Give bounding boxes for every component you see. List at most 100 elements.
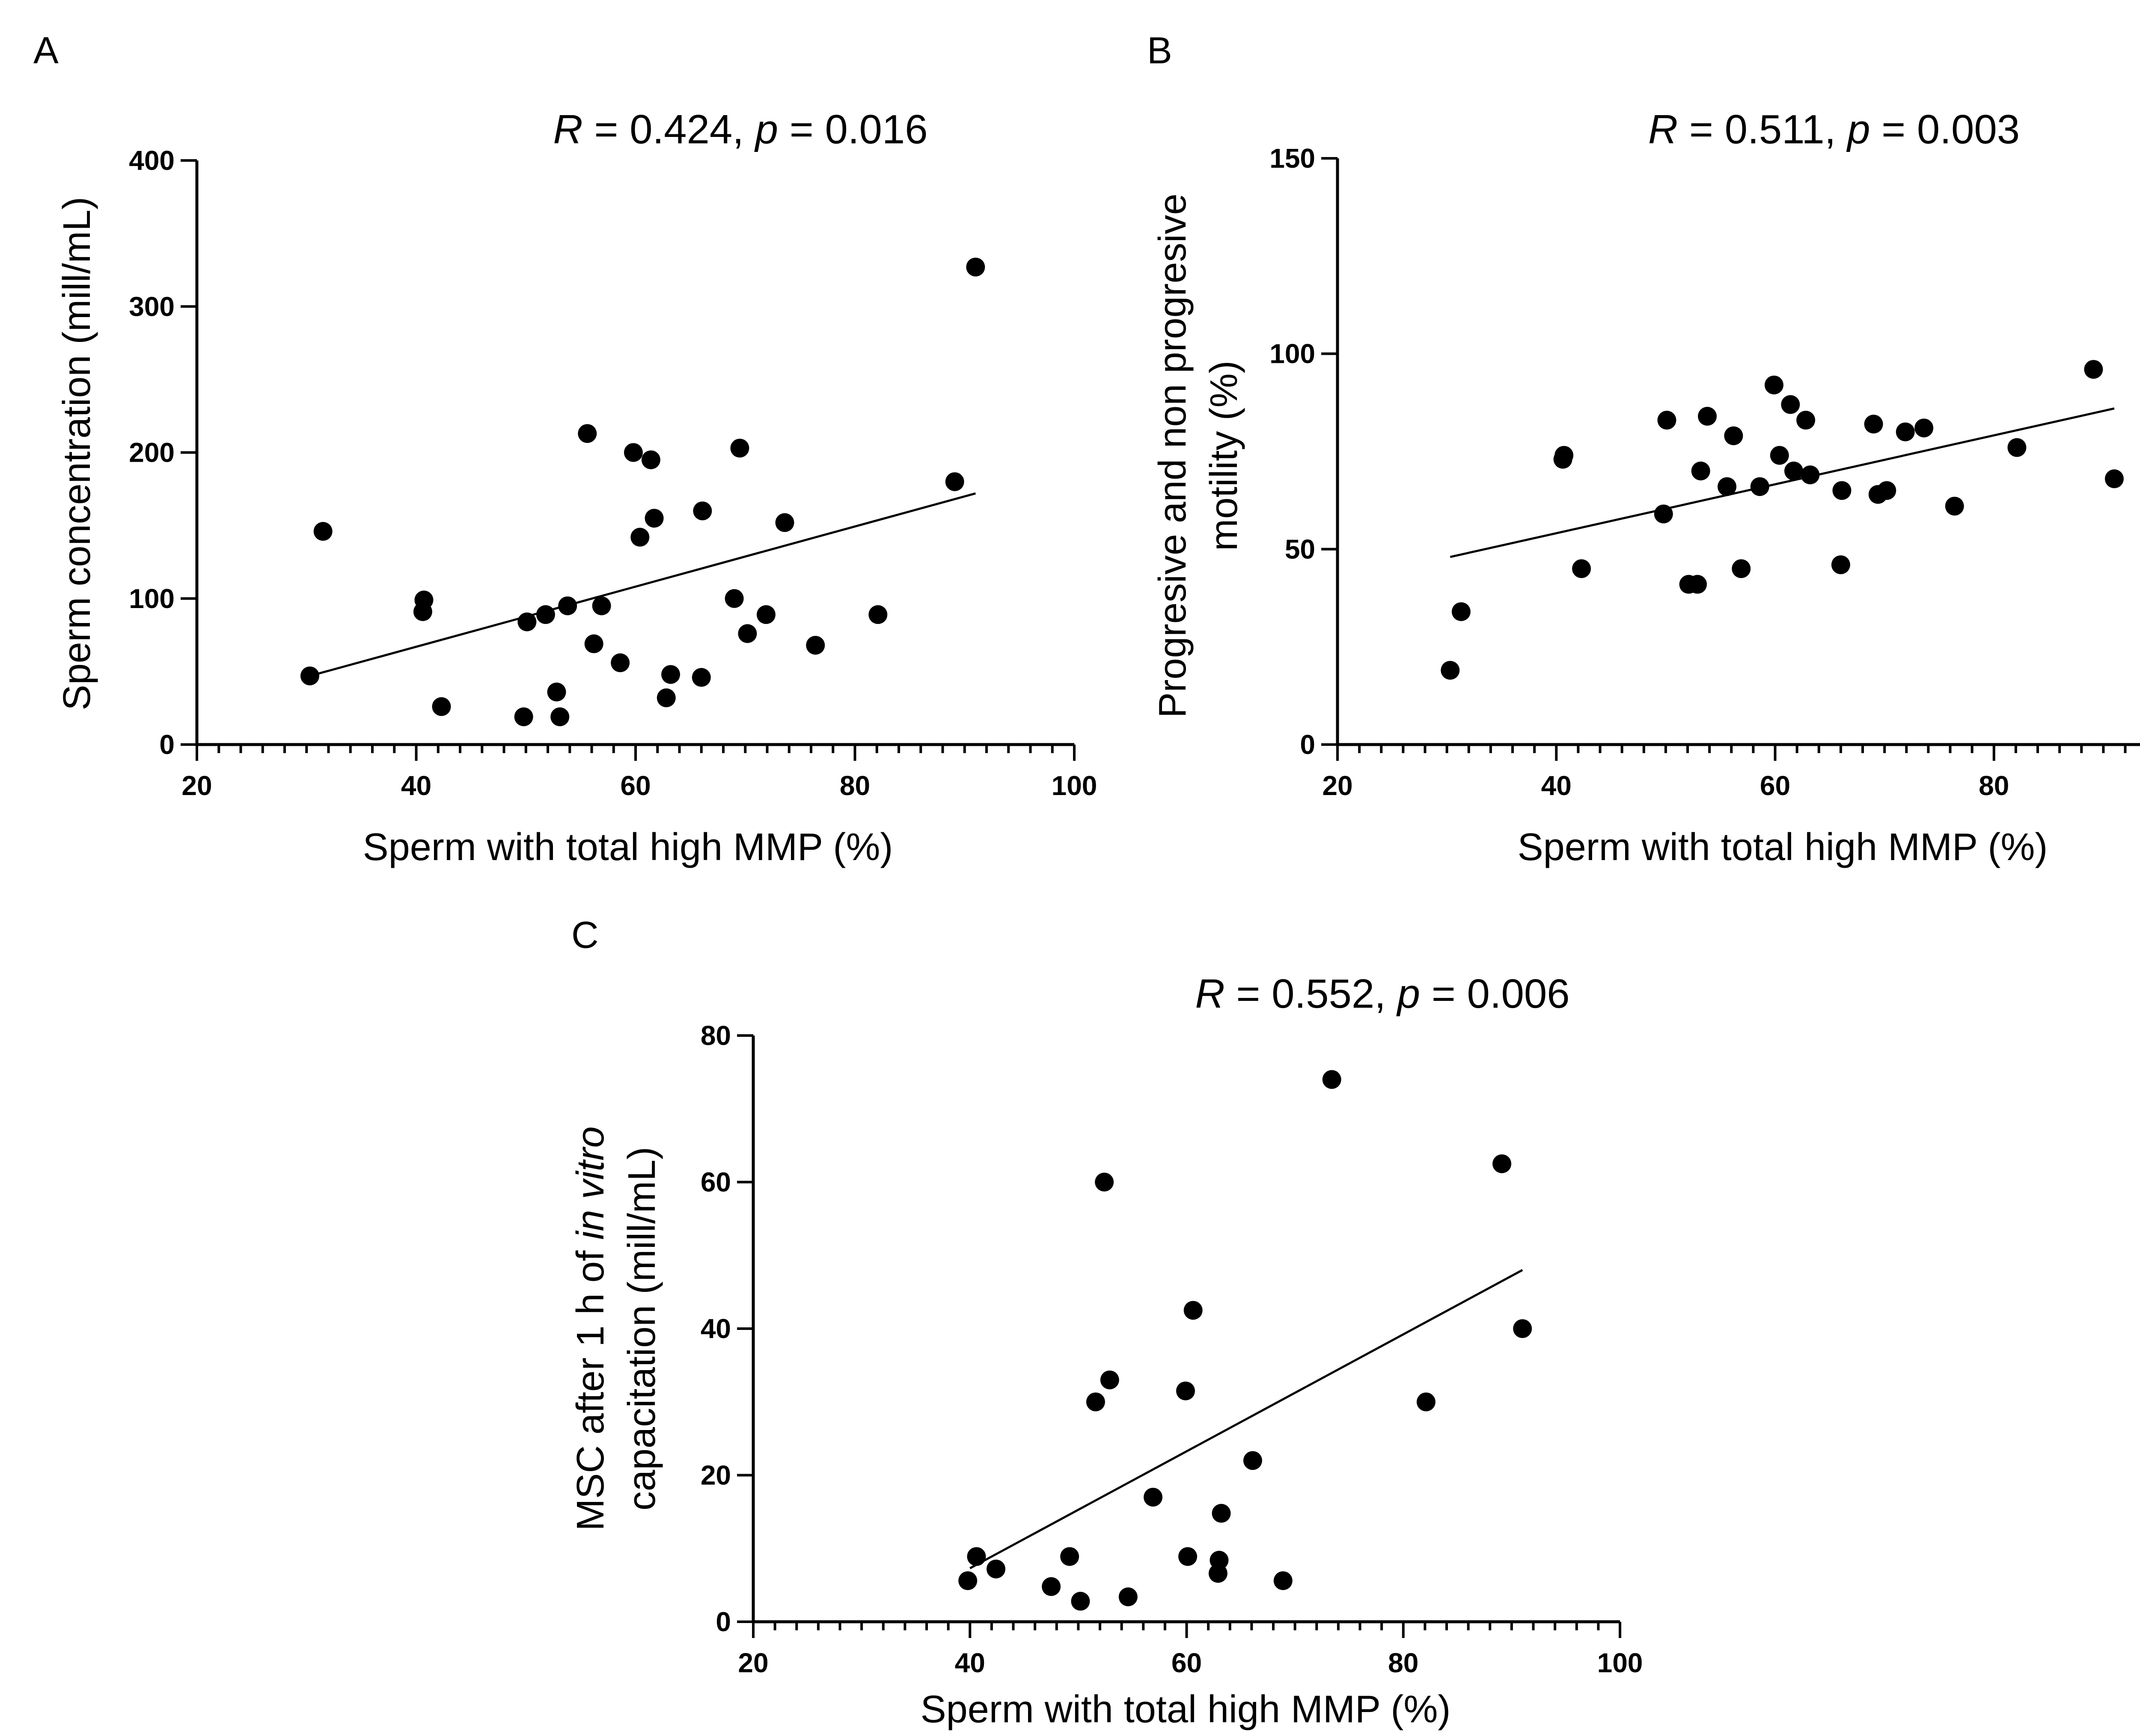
panel-c-x-tick-label: 40 bbox=[955, 1647, 985, 1678]
panel-b-y-tick-label: 0 bbox=[1300, 729, 1315, 760]
panel-b-data-point bbox=[1764, 375, 1783, 395]
panel-c-data-point bbox=[1176, 1381, 1195, 1401]
panel-a-y-axis-title: Sperm concentration (mill/mL) bbox=[56, 197, 98, 710]
panel-c-data-point bbox=[1144, 1487, 1163, 1507]
panel-b-data-point bbox=[1784, 461, 1803, 481]
panel-c-data-point bbox=[1060, 1547, 1079, 1566]
panel-c-x-tick-label: 100 bbox=[1597, 1647, 1643, 1678]
panel-b-data-point bbox=[2007, 438, 2027, 457]
panel-c-y-tick-label: 0 bbox=[716, 1606, 731, 1637]
panel-a-y-tick-label: 400 bbox=[129, 145, 175, 176]
panel-a-data-point bbox=[730, 439, 749, 458]
panel-b-y-axis-title-line2: motility (%) bbox=[1203, 361, 1245, 551]
panel-b-data-point bbox=[1691, 461, 1710, 481]
panel-b-x-tick-label: 40 bbox=[1541, 770, 1572, 801]
panel-b-data-point bbox=[1750, 477, 1769, 496]
panel-c-y-tick-label: 60 bbox=[701, 1167, 731, 1198]
panel-a-data-point bbox=[630, 528, 650, 547]
panel-c-y-axis-title-line1: MSC after 1 h of in vitro bbox=[569, 1126, 612, 1531]
panel-b-data-point bbox=[1877, 481, 1896, 500]
panel-a-data-point bbox=[756, 605, 776, 624]
panel-b-data-point bbox=[1832, 481, 1852, 500]
panel-b-letter: B bbox=[1147, 29, 1172, 71]
panel-b-data-point bbox=[1718, 477, 1737, 496]
panel-a-regression-line bbox=[309, 492, 976, 677]
panel-a-x-tick-label: 20 bbox=[181, 770, 212, 801]
panel-b-data-point bbox=[1770, 446, 1789, 465]
panel-a-x-tick-label: 40 bbox=[401, 770, 431, 801]
panel-b-data-point bbox=[1451, 602, 1471, 621]
panel-c-data-point bbox=[1243, 1451, 1262, 1470]
panel-c-y-axis-title-line2: capacitation (mill/mL) bbox=[621, 1147, 663, 1510]
panel-a-y-tick-label: 200 bbox=[129, 437, 175, 468]
panel-b-y-axis-title-line1: Progresive and non progresive bbox=[1151, 193, 1194, 718]
panel-c-x-tick-label: 60 bbox=[1171, 1647, 1202, 1678]
panel-c-data-point bbox=[1273, 1571, 1293, 1591]
panel-a-data-point bbox=[514, 707, 533, 727]
panel-b-y-tick-label: 50 bbox=[1285, 534, 1315, 564]
panel-a-y-tick-label: 100 bbox=[129, 583, 175, 614]
panel-b: B R = 0.511, p = 0.003 20406080100050100… bbox=[1147, 29, 2140, 869]
panel-a-data-point bbox=[775, 513, 794, 532]
panel-b-data-point bbox=[1796, 410, 1816, 430]
panel-c-data-point bbox=[1118, 1587, 1138, 1606]
panel-a-stat: R = 0.424, p = 0.016 bbox=[553, 107, 927, 152]
panel-a-data-point bbox=[611, 653, 630, 672]
panel-b-plot: 20406080100050100150 bbox=[1269, 143, 2140, 801]
panel-c-data-point bbox=[1042, 1577, 1061, 1596]
panel-b-data-point bbox=[1657, 410, 1676, 430]
panel-a-data-point bbox=[725, 589, 744, 608]
panel-a-data-point bbox=[414, 591, 434, 610]
panel-b-y-tick-label: 150 bbox=[1269, 143, 1315, 174]
panel-c-data-point bbox=[987, 1559, 1005, 1579]
panel-a-data-point bbox=[868, 605, 888, 624]
panel-a-data-point bbox=[641, 450, 660, 469]
panel-c-data-point bbox=[1492, 1154, 1512, 1173]
panel-b-data-point bbox=[1572, 559, 1591, 578]
panel-a: A R = 0.424, p = 0.016 20 40 60 80 100 0 100 20… bbox=[33, 29, 1097, 869]
panel-a-data-point bbox=[578, 424, 597, 443]
panel-c-data-point bbox=[1071, 1592, 1090, 1611]
panel-c-stat: R = 0.552, p = 0.006 bbox=[1195, 971, 1569, 1017]
panel-a-data-point bbox=[432, 697, 451, 716]
panel-c-regression-line bbox=[969, 1269, 1523, 1570]
panel-a-data-point bbox=[657, 688, 676, 707]
panel-c-data-point bbox=[1183, 1301, 1203, 1320]
panel-c-x-tick-label: 20 bbox=[738, 1647, 768, 1678]
panel-c-data-point bbox=[967, 1547, 986, 1566]
panel-a-data-point bbox=[692, 668, 711, 687]
panel-c-x-tick-label: 80 bbox=[1388, 1647, 1418, 1678]
panel-b-data-point bbox=[1914, 418, 1934, 438]
panel-c-data-point bbox=[1416, 1392, 1436, 1412]
panel-b-x-axis-title: Sperm with total high MMP (%) bbox=[1518, 826, 2048, 869]
panel-a-x-tick-label: 100 bbox=[1052, 770, 1097, 801]
panel-c-data-point bbox=[1210, 1551, 1229, 1570]
panel-a-x-tick-label: 60 bbox=[620, 770, 651, 801]
panel-b-data-point bbox=[1698, 407, 1717, 426]
panel-c-data-point bbox=[1212, 1504, 1231, 1523]
panel-b-data-point bbox=[2104, 469, 2124, 488]
panel-a-data-point bbox=[558, 596, 577, 615]
panel-a-data-point bbox=[547, 683, 566, 702]
panel-c-data-point bbox=[958, 1571, 978, 1591]
panel-b-data-point bbox=[1781, 395, 1800, 414]
panel-a-data-point bbox=[661, 665, 680, 684]
panel-a-data-point bbox=[550, 707, 570, 727]
panel-a-data-point bbox=[645, 509, 664, 528]
panel-c-data-point bbox=[1100, 1370, 1119, 1389]
panel-b-data-point bbox=[1896, 422, 1915, 442]
panel-c-y-tick-label: 80 bbox=[701, 1020, 731, 1051]
panel-a-y-tick-label: 0 bbox=[159, 729, 175, 760]
panel-b-data-point bbox=[1801, 465, 1820, 484]
panel-a-data-point bbox=[313, 522, 333, 541]
panel-a-x-tick-label: 80 bbox=[840, 770, 870, 801]
panel-b-x-tick-label: 20 bbox=[1322, 770, 1352, 801]
panel-b-data-point bbox=[1554, 446, 1574, 465]
panel-b-regression-line bbox=[1450, 407, 2115, 558]
panel-b-data-point bbox=[1945, 496, 1964, 516]
panel-a-letter: A bbox=[33, 29, 59, 71]
panel-b-data-point bbox=[1441, 661, 1460, 680]
panel-b-x-tick-label: 80 bbox=[1979, 770, 2009, 801]
panel-b-data-point bbox=[1864, 415, 1883, 434]
